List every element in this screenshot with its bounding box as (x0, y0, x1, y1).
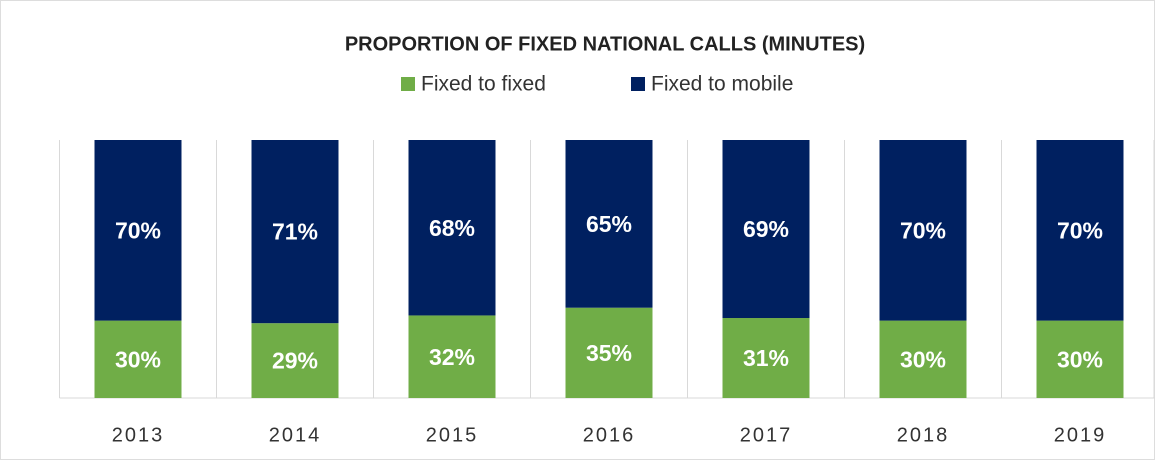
bar-segment (251, 140, 339, 324)
value-label: 30% (115, 346, 161, 372)
x-tick-label: 2014 (269, 424, 322, 446)
bar-segment (408, 140, 496, 316)
value-label: 70% (115, 217, 161, 243)
value-label: 70% (1057, 217, 1103, 243)
value-label: 71% (272, 219, 318, 245)
bar-segment (565, 140, 653, 308)
legend-label: Fixed to mobile (651, 73, 793, 96)
bar-segment (879, 140, 967, 321)
value-label: 70% (900, 217, 946, 243)
bar-segment (94, 140, 182, 321)
legend-swatch (401, 77, 415, 91)
bar-segment (1036, 320, 1124, 398)
value-label: 30% (900, 346, 946, 372)
bar-segment (879, 320, 967, 398)
value-label: 31% (743, 345, 789, 371)
x-tick-label: 2016 (583, 424, 636, 446)
legend-swatch (631, 77, 645, 91)
value-label: 30% (1057, 346, 1103, 372)
value-label: 35% (586, 340, 632, 366)
bar-segment (94, 320, 182, 398)
bar-segment (565, 307, 653, 398)
x-tick-label: 2013 (112, 424, 165, 446)
value-label: 68% (429, 215, 475, 241)
x-tick-label: 2015 (426, 424, 479, 446)
chart-title: PROPORTION OF FIXED NATIONAL CALLS (MINU… (345, 33, 865, 55)
x-tick-label: 2019 (1054, 424, 1107, 446)
bar-segment (722, 318, 810, 398)
value-label: 29% (272, 348, 318, 374)
bar-segment (251, 323, 339, 398)
bar-segment (1036, 140, 1124, 321)
x-tick-label: 2018 (897, 424, 950, 446)
value-label: 65% (586, 211, 632, 237)
value-label: 32% (429, 344, 475, 370)
x-tick-label: 2017 (740, 424, 793, 446)
legend-label: Fixed to fixed (421, 73, 546, 96)
bar-segment (722, 140, 810, 319)
value-label: 69% (743, 216, 789, 242)
bar-segment (408, 315, 496, 398)
